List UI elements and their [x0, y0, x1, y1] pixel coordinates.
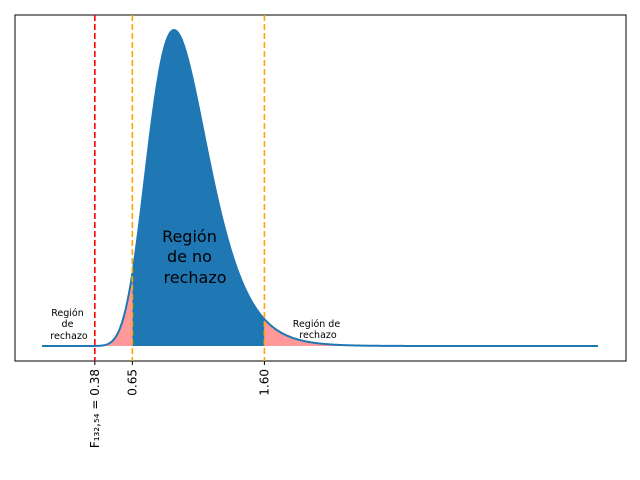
x-tick-label: F₁₃₂,₅₄ = 0.38: [88, 369, 102, 448]
x-tick-label: 0.65: [125, 369, 139, 396]
x-tick-label: 1.60: [257, 369, 271, 396]
non-reject-area: [132, 30, 265, 346]
x-ticks: F₁₃₂,₅₄ = 0.38 0.65 1.60: [88, 361, 271, 448]
center-region-label: Región de no rechazo: [162, 227, 226, 287]
density-curve: [42, 28, 598, 347]
left-region-label: Región de rechazo: [50, 308, 88, 342]
plot-frame: [14, 14, 627, 362]
right-region-label: Región de rechazo: [293, 319, 343, 341]
reject-area-left: [94, 273, 133, 346]
reject-area-right: [264, 319, 598, 346]
